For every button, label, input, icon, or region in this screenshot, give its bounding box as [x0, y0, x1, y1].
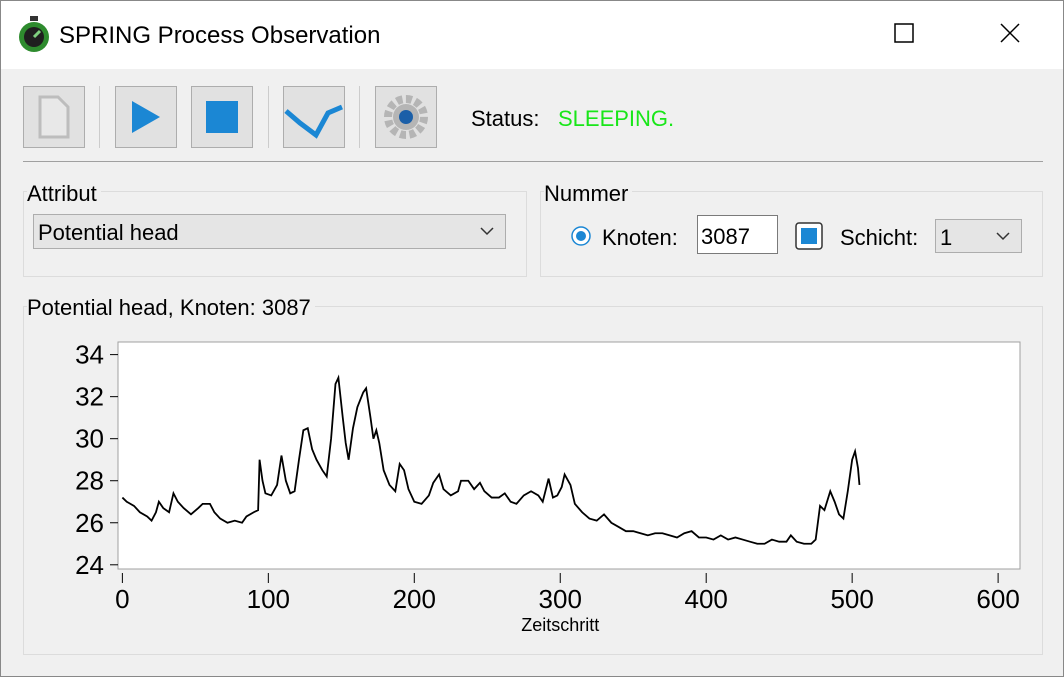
stop-button[interactable]: [191, 86, 253, 148]
knoten-label: Knoten:: [602, 225, 678, 250]
settings-button[interactable]: [375, 86, 437, 148]
y-tick-label: 28: [75, 466, 104, 496]
new-button[interactable]: [23, 86, 85, 148]
status-value: SLEEPING.: [558, 106, 675, 131]
attribut-value: Potential head: [38, 220, 179, 245]
knoten-input[interactable]: 3087: [697, 215, 778, 254]
chart-button[interactable]: [283, 86, 345, 148]
y-tick-label: 30: [75, 424, 104, 454]
x-tick-label: 500: [830, 584, 873, 614]
attribut-combo[interactable]: Potential head: [33, 214, 506, 249]
schicht-label: Schicht:: [840, 225, 919, 250]
status-label: Status:: [471, 106, 540, 131]
x-tick-label: 200: [393, 584, 436, 614]
plot-area: [117, 341, 1021, 570]
y-tick-label: 32: [75, 382, 104, 412]
x-tick-label: 400: [685, 584, 728, 614]
x-tick-label: 100: [247, 584, 290, 614]
window-controls[interactable]: [881, 21, 1031, 47]
app-icon: [19, 16, 49, 52]
play-button[interactable]: [115, 86, 177, 148]
x-tick-label: 0: [115, 584, 129, 614]
nummer-label: Nummer: [544, 181, 633, 207]
y-tick-label: 34: [75, 340, 104, 370]
x-axis-label: Zeitschritt: [521, 615, 599, 635]
y-tick-label: 26: [75, 508, 104, 538]
schicht-checkbox[interactable]: [795, 222, 823, 250]
data-line: [121, 374, 861, 545]
attribut-group: [23, 191, 527, 277]
schicht-value: 1: [940, 225, 953, 250]
chart-title: Potential head, Knoten: 3087: [27, 295, 315, 321]
knoten-radio[interactable]: [570, 225, 592, 247]
y-tick-label: 24: [75, 550, 104, 580]
schicht-combo[interactable]: 1: [935, 219, 1022, 253]
x-tick-label: 600: [976, 584, 1019, 614]
x-tick-label: 300: [539, 584, 582, 614]
chart-group: [23, 306, 1043, 655]
nummer-group: [540, 191, 1043, 277]
knoten-value: 3087: [701, 224, 750, 249]
title-bar: [1, 1, 1063, 69]
attribut-label: Attribut: [27, 181, 101, 207]
window-title: SPRING Process Observation: [59, 22, 381, 49]
